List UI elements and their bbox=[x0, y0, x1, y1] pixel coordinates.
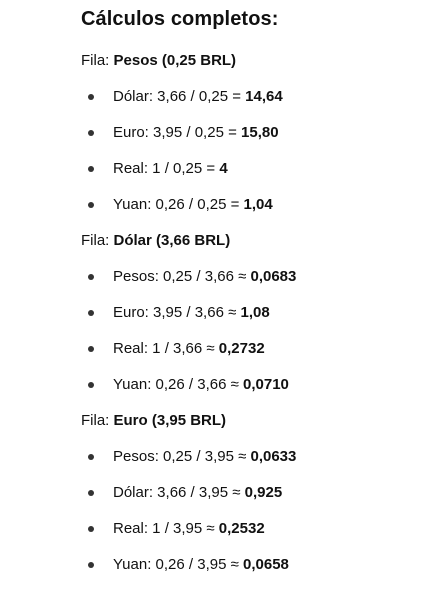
list-item: Dólar: 3,66 / 3,95 ≈ 0,925 bbox=[81, 483, 432, 503]
list-item: Yuan: 0,26 / 3,66 ≈ 0,0710 bbox=[81, 375, 432, 395]
list-item: Real: 1 / 3,95 ≈ 0,2532 bbox=[81, 519, 432, 539]
calc-expression: Euro: 3,95 / 0,25 = bbox=[113, 124, 242, 141]
section-title: Fila: Dólar (3,66 BRL) bbox=[81, 231, 432, 251]
list-item: Real: 1 / 0,25 = 4 bbox=[81, 159, 432, 179]
calc-result: 15,80 bbox=[241, 124, 279, 141]
section-euro: Fila: Euro (3,95 BRL) Pesos: 0,25 / 3,95… bbox=[81, 411, 432, 575]
calculation-list: Pesos: 0,25 / 3,66 ≈ 0,0683 Euro: 3,95 /… bbox=[81, 267, 432, 395]
section-prefix: Fila: bbox=[81, 232, 114, 249]
bullet-icon bbox=[88, 130, 94, 136]
section-dolar: Fila: Dólar (3,66 BRL) Pesos: 0,25 / 3,6… bbox=[81, 231, 432, 395]
calc-result: 0,0633 bbox=[250, 448, 297, 465]
section-prefix: Fila: bbox=[81, 412, 114, 429]
calc-expression: Dólar: 3,66 / 3,95 ≈ bbox=[113, 484, 245, 501]
calc-expression: Euro: 3,95 / 3,66 ≈ bbox=[113, 304, 241, 321]
calc-result: 1,04 bbox=[243, 196, 273, 213]
calc-result: 0,2532 bbox=[218, 520, 265, 537]
calculation-list: Pesos: 0,25 / 3,95 ≈ 0,0633 Dólar: 3,66 … bbox=[81, 447, 432, 575]
calc-result: 0,0658 bbox=[243, 556, 289, 573]
section-title: Fila: Pesos (0,25 BRL) bbox=[81, 51, 432, 71]
calc-result: 0,925 bbox=[244, 484, 283, 501]
section-prefix: Fila: bbox=[81, 52, 114, 69]
calc-result: 1,08 bbox=[240, 304, 270, 321]
calc-result: 14,64 bbox=[245, 88, 283, 105]
calc-expression: Yuan: 0,26 / 0,25 = bbox=[113, 196, 244, 213]
document-body: Cálculos completos: Fila: Pesos (0,25 BR… bbox=[81, 8, 432, 575]
list-item: Yuan: 0,26 / 0,25 = 1,04 bbox=[81, 195, 432, 215]
calculation-list: Dólar: 3,66 / 0,25 = 14,64 Euro: 3,95 / … bbox=[81, 87, 432, 215]
calc-expression: Yuan: 0,26 / 3,66 ≈ bbox=[113, 376, 243, 393]
bullet-icon bbox=[88, 94, 94, 100]
bullet-icon bbox=[88, 454, 94, 460]
calc-result: 0,0683 bbox=[250, 268, 297, 285]
calc-result: 0,2732 bbox=[218, 340, 265, 357]
section-title: Fila: Euro (3,95 BRL) bbox=[81, 411, 432, 431]
bullet-icon bbox=[88, 526, 94, 532]
bullet-icon bbox=[88, 310, 94, 316]
bullet-icon bbox=[88, 202, 94, 208]
list-item: Pesos: 0,25 / 3,66 ≈ 0,0683 bbox=[81, 267, 432, 287]
calc-expression: Real: 1 / 3,66 ≈ bbox=[113, 340, 219, 357]
page-title: Cálculos completos: bbox=[81, 8, 279, 30]
list-item: Real: 1 / 3,66 ≈ 0,2732 bbox=[81, 339, 432, 359]
calc-expression: Real: 1 / 3,95 ≈ bbox=[113, 520, 219, 537]
calc-expression: Pesos: 0,25 / 3,66 ≈ bbox=[113, 268, 251, 285]
bullet-icon bbox=[88, 490, 94, 496]
list-item: Euro: 3,95 / 3,66 ≈ 1,08 bbox=[81, 303, 432, 323]
bullet-icon bbox=[88, 166, 94, 172]
list-item: Euro: 3,95 / 0,25 = 15,80 bbox=[81, 123, 432, 143]
section-title-bold: Pesos (0,25 BRL) bbox=[113, 52, 237, 69]
bullet-icon bbox=[88, 274, 94, 280]
calc-expression: Yuan: 0,26 / 3,95 ≈ bbox=[113, 556, 243, 573]
bullet-icon bbox=[88, 346, 94, 352]
bullet-icon bbox=[88, 562, 94, 568]
section-title-bold: Dólar (3,66 BRL) bbox=[113, 232, 231, 249]
section-title-bold: Euro (3,95 BRL) bbox=[113, 412, 227, 429]
calc-result: 4 bbox=[219, 160, 228, 177]
list-item: Yuan: 0,26 / 3,95 ≈ 0,0658 bbox=[81, 555, 432, 575]
section-pesos: Fila: Pesos (0,25 BRL) Dólar: 3,66 / 0,2… bbox=[81, 51, 432, 215]
calc-expression: Real: 1 / 0,25 = bbox=[113, 160, 220, 177]
list-item: Dólar: 3,66 / 0,25 = 14,64 bbox=[81, 87, 432, 107]
calc-expression: Dólar: 3,66 / 0,25 = bbox=[113, 88, 246, 105]
calc-expression: Pesos: 0,25 / 3,95 ≈ bbox=[113, 448, 251, 465]
bullet-icon bbox=[88, 382, 94, 388]
list-item: Pesos: 0,25 / 3,95 ≈ 0,0633 bbox=[81, 447, 432, 467]
calc-result: 0,0710 bbox=[243, 376, 289, 393]
